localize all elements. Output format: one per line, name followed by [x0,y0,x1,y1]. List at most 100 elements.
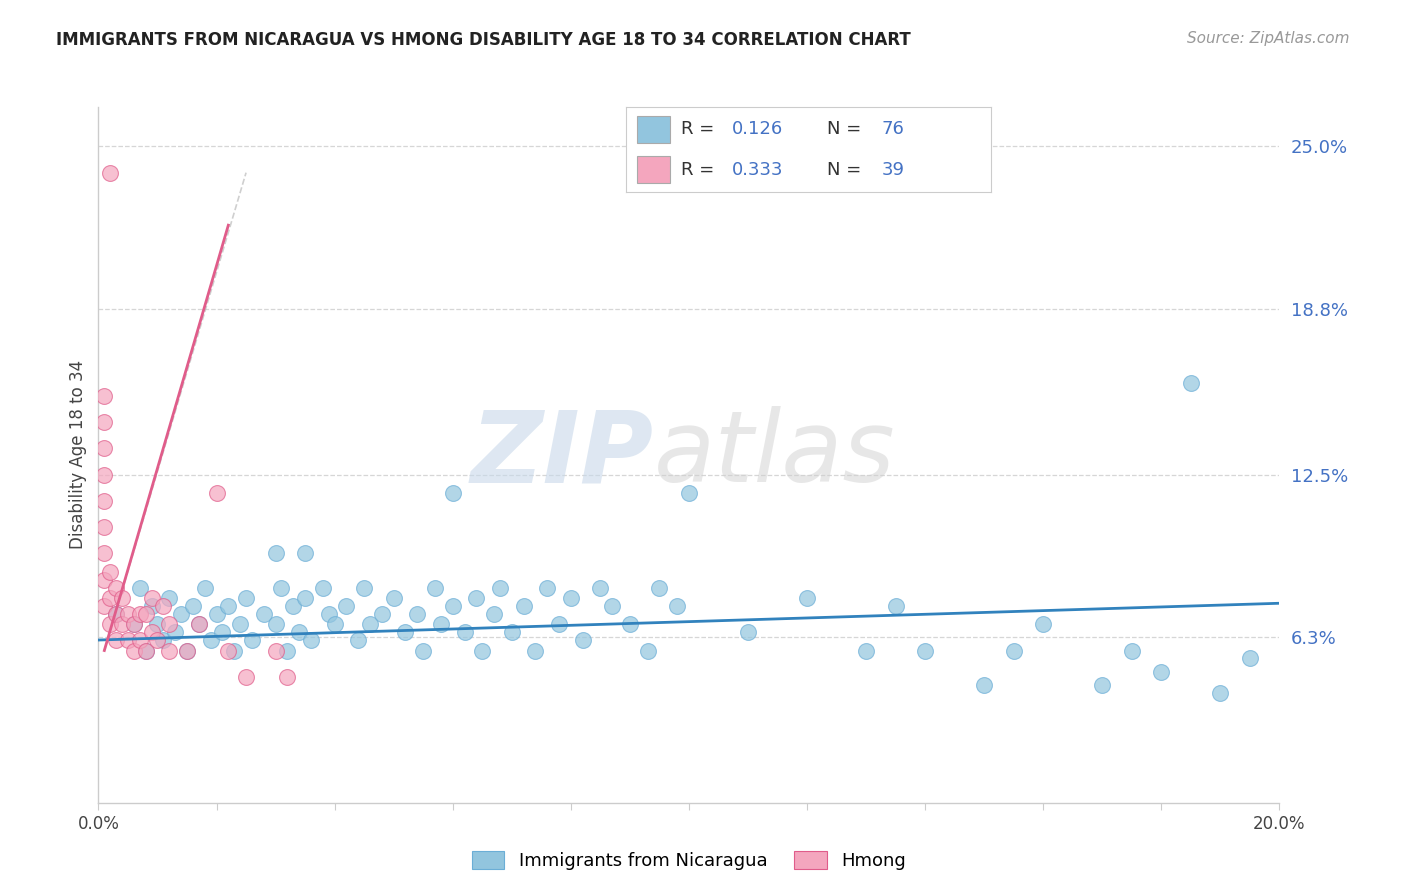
Point [441,486,464,500]
Point [141,591,163,605]
Point [93,599,115,613]
Point [240,633,263,648]
Point [135,643,157,657]
Point [571,633,593,648]
Point [235,591,257,605]
Point [589,581,612,595]
Point [157,643,180,657]
Point [294,591,316,605]
Point [205,607,228,621]
Point [264,643,287,657]
Point [548,617,571,632]
Point [489,581,512,595]
Point [135,643,157,657]
Point [796,591,818,605]
Point [394,625,416,640]
Point [264,546,287,560]
Text: R =: R = [681,161,720,178]
Point [105,607,128,621]
Point [1032,617,1054,632]
Point [253,607,276,621]
Point [560,591,582,605]
Point [1209,685,1232,699]
Point [884,599,907,613]
Point [98,565,121,579]
Point [98,166,121,180]
Text: R =: R = [681,120,720,138]
Point [146,633,169,648]
Point [93,573,115,587]
Point [270,581,292,595]
Point [600,599,623,613]
Text: IMMIGRANTS FROM NICARAGUA VS HMONG DISABILITY AGE 18 TO 34 CORRELATION CHART: IMMIGRANTS FROM NICARAGUA VS HMONG DISAB… [56,31,911,49]
Point [441,599,464,613]
Point [371,607,394,621]
Point [1239,651,1261,665]
Point [619,617,641,632]
Point [423,581,446,595]
FancyBboxPatch shape [637,116,669,143]
Point [235,670,257,684]
Point [93,389,115,403]
Point [93,442,115,456]
Point [128,581,150,595]
Point [288,625,311,640]
Point [111,617,134,632]
Point [412,643,434,657]
Text: N =: N = [827,161,866,178]
Point [359,617,381,632]
Point [283,599,305,613]
Text: 0.333: 0.333 [731,161,783,178]
Point [141,625,163,640]
Point [117,607,139,621]
Point [914,643,936,657]
Point [482,607,505,621]
Text: N =: N = [827,120,866,138]
Point [205,486,228,500]
Point [176,643,198,657]
Text: ZIP: ZIP [471,407,654,503]
Point [299,633,322,648]
Point [512,599,534,613]
FancyBboxPatch shape [637,156,669,183]
Text: 76: 76 [882,120,904,138]
Point [152,599,174,613]
Point [98,617,121,632]
Point [176,643,198,657]
Point [122,617,145,632]
Point [152,633,174,648]
Point [353,581,375,595]
Point [294,546,316,560]
Point [105,633,128,648]
Point [217,643,239,657]
Point [264,617,287,632]
Text: 39: 39 [882,161,904,178]
Point [347,633,370,648]
Point [181,599,204,613]
Point [318,607,340,621]
Text: Source: ZipAtlas.com: Source: ZipAtlas.com [1187,31,1350,46]
Point [93,467,115,482]
Point [157,617,180,632]
Point [98,591,121,605]
Point [170,607,193,621]
Point [93,520,115,534]
Point [105,607,128,621]
Point [187,617,209,632]
Point [453,625,475,640]
Text: atlas: atlas [654,407,896,503]
Point [229,617,252,632]
Point [737,625,759,640]
Point [128,607,150,621]
Point [382,591,405,605]
Point [855,643,877,657]
Point [323,617,346,632]
Point [111,591,134,605]
Point [122,643,145,657]
Point [141,599,163,613]
Point [211,625,233,640]
Point [200,633,222,648]
Point [276,643,298,657]
Point [224,643,246,657]
Point [524,643,547,657]
